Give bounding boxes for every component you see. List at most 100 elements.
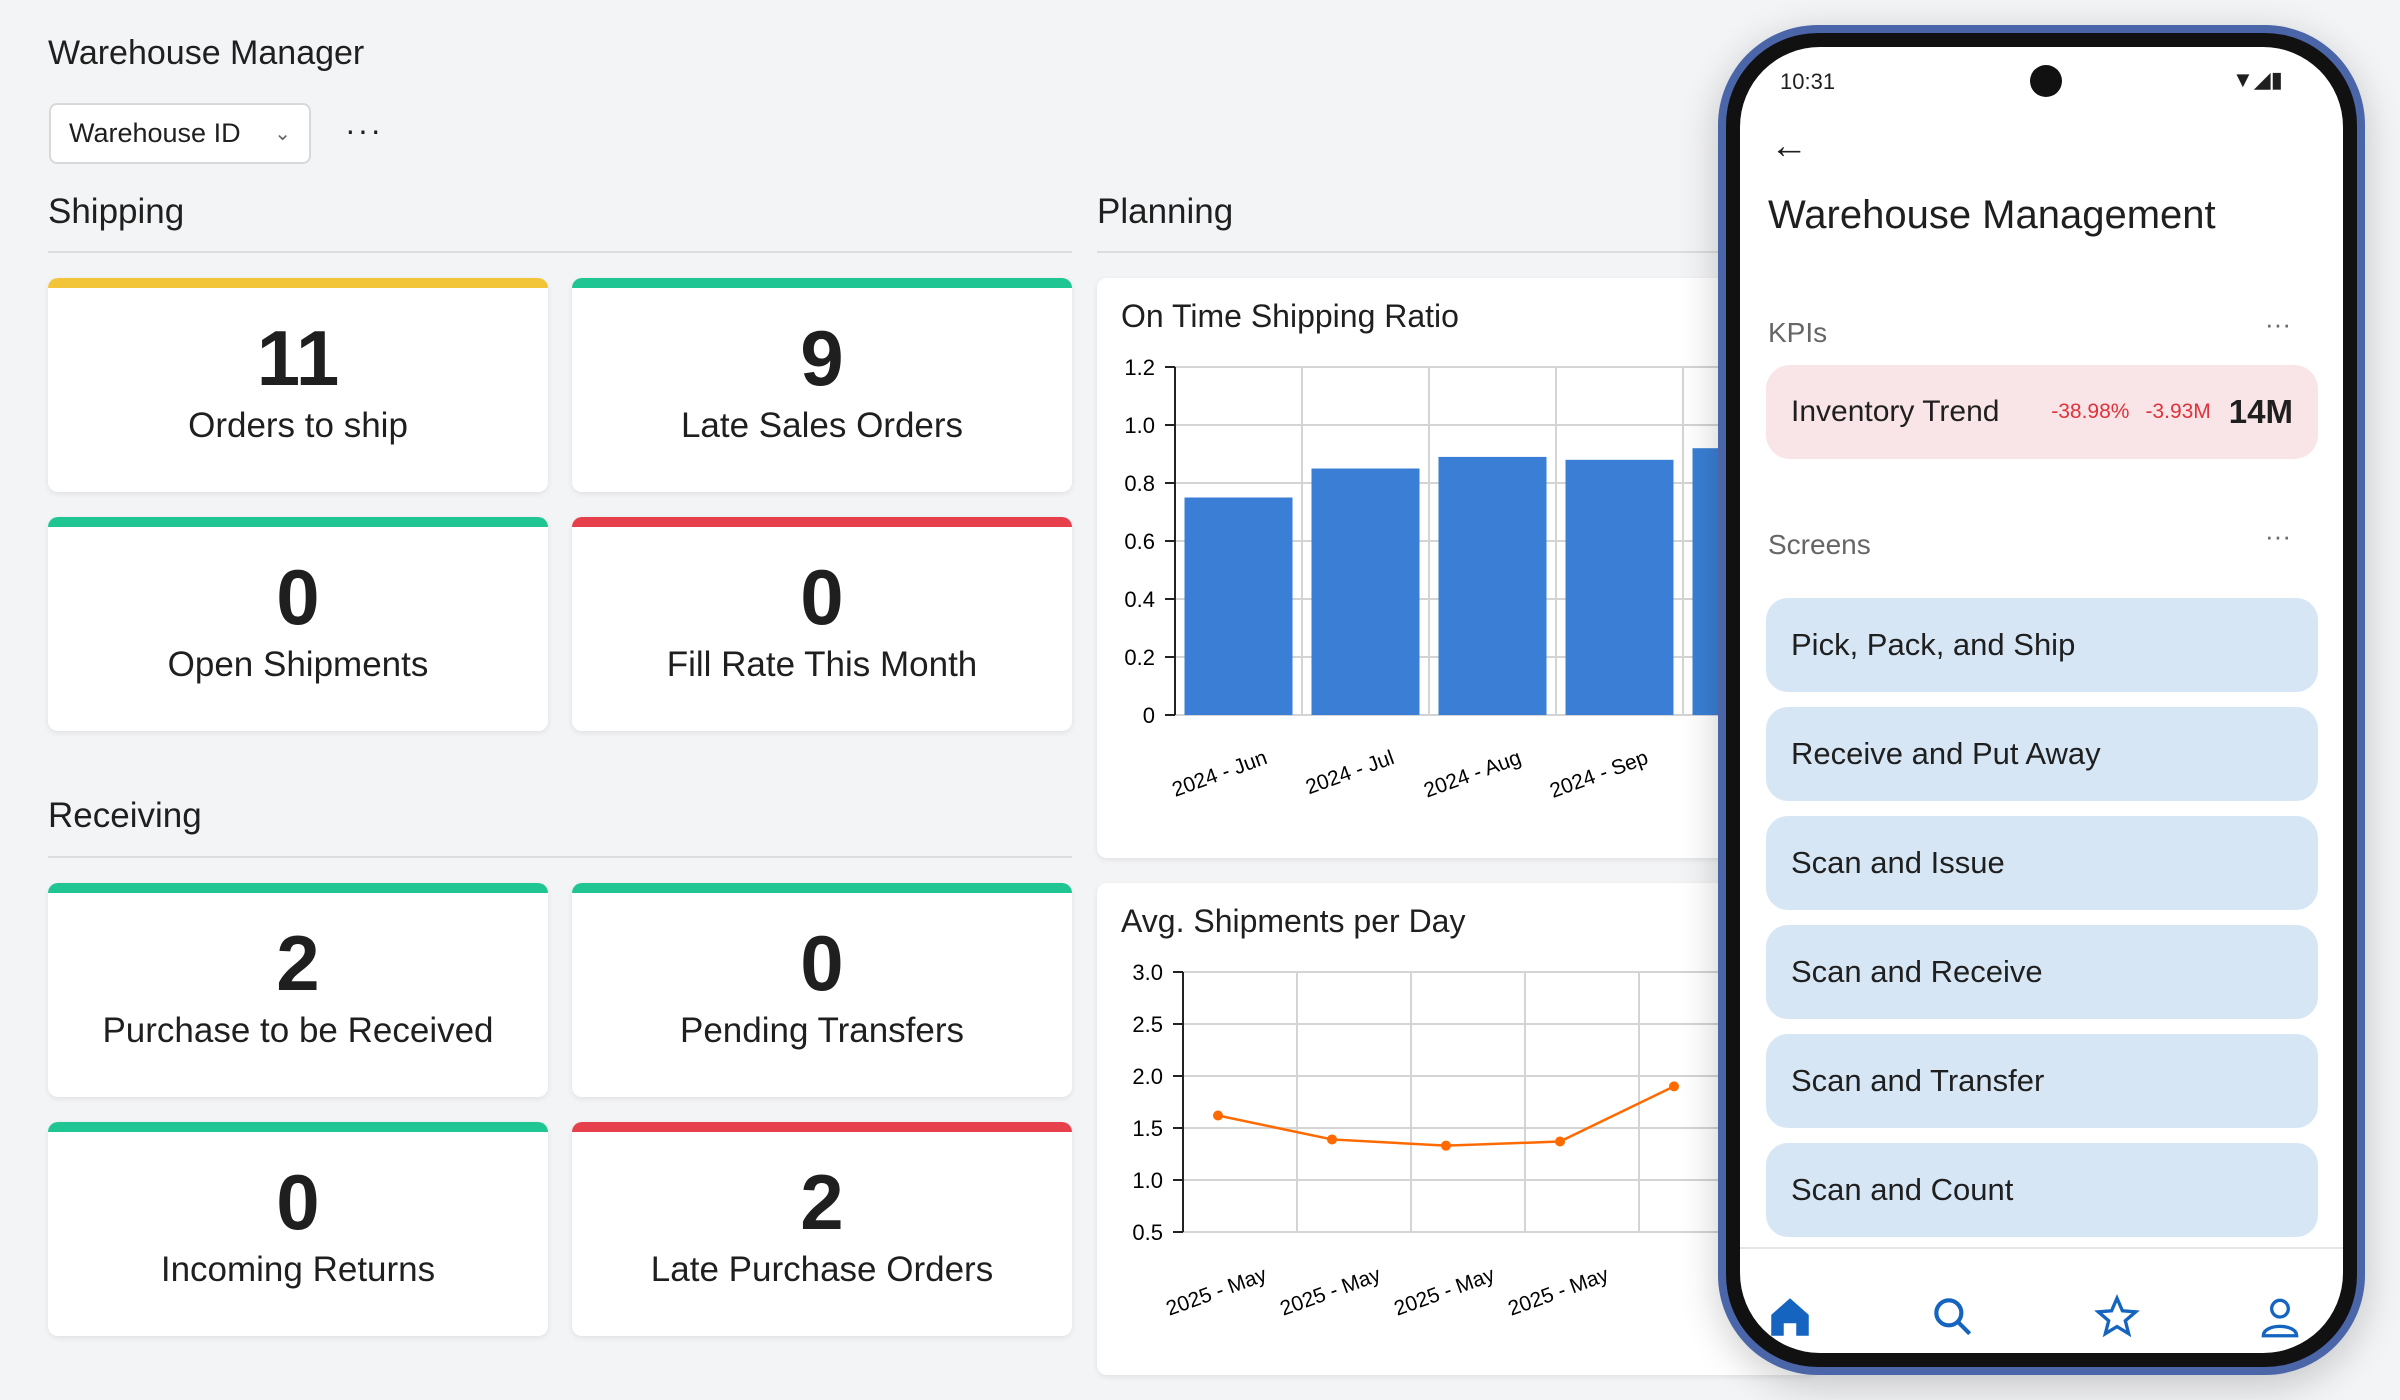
bar <box>1438 456 1547 715</box>
divider <box>1097 251 1797 253</box>
screen-item[interactable]: Pick, Pack, and Ship <box>1766 598 2318 692</box>
data-point <box>1213 1110 1223 1121</box>
kpi-value: 0 <box>276 553 320 641</box>
phone-mockup: 10:31 ▼◢▮ ← Warehouse Management KPIs ··… <box>1718 25 2365 1375</box>
y-tick-label: 1.0 <box>1124 413 1155 438</box>
kpi-value: 0 <box>800 553 844 641</box>
shipping-kpi-card[interactable]: 11 Orders to ship <box>48 278 548 492</box>
bar-chart: 0 0.2 0.4 0.6 0.8 1.0 1.2 2024 - Jun 2024 - Jul 2… <box>1124 355 1817 803</box>
status-icons: ▼◢▮ <box>2232 67 2283 92</box>
x-tick-label: 2025 - May <box>1277 1263 1384 1321</box>
x-tick-label: 2025 - May <box>1391 1263 1498 1321</box>
x-tick-label: 2024 - Aug <box>1421 746 1524 802</box>
status-bar <box>48 278 548 288</box>
screen-item[interactable]: Scan and Transfer <box>1766 1034 2318 1128</box>
data-point <box>1555 1136 1565 1147</box>
screen-item[interactable]: Receive and Put Away <box>1766 707 2318 801</box>
shipping-kpi-card[interactable]: 0 Fill Rate This Month <box>572 517 1072 731</box>
status-bar <box>48 517 548 527</box>
receiving-kpi-card[interactable]: 2 Purchase to be Received <box>48 883 548 1097</box>
kpi-value: 2 <box>800 1158 844 1246</box>
receiving-kpi-card[interactable]: 0 Incoming Returns <box>48 1122 548 1336</box>
screen-item[interactable]: Scan and Count <box>1766 1143 2318 1237</box>
kpi-label: Fill Rate This Month <box>666 645 978 684</box>
bar <box>1565 459 1674 715</box>
x-tick-label: 2025 - May <box>1163 1263 1270 1321</box>
y-tick-label: 0.4 <box>1124 587 1155 612</box>
x-tick-label: 2024 - Jun <box>1169 746 1270 802</box>
y-tick-label: 1.0 <box>1132 1168 1163 1193</box>
status-bar <box>572 278 1072 288</box>
kpi-label: Orders to ship <box>188 406 408 445</box>
profile-icon[interactable] <box>2255 1292 2305 1342</box>
screens-more-button[interactable]: ··· <box>2265 521 2291 551</box>
kpi-label: Open Shipments <box>167 645 429 684</box>
search-icon[interactable] <box>1928 1292 1978 1342</box>
data-point <box>1441 1140 1451 1151</box>
camera-icon <box>2030 65 2062 97</box>
kpi-value: 11 <box>256 314 340 402</box>
status-time: 10:31 <box>1780 69 1836 94</box>
shipping-kpi-card[interactable]: 9 Late Sales Orders <box>572 278 1072 492</box>
kpi-label: Pending Transfers <box>679 1011 965 1050</box>
home-icon[interactable] <box>1765 1292 1815 1342</box>
y-tick-label: 0.5 <box>1132 1220 1163 1245</box>
status-bar <box>572 517 1072 527</box>
divider <box>48 856 1072 858</box>
series-line <box>1217 1085 1675 1147</box>
status-bar <box>48 883 548 893</box>
phone-screen: 10:31 ▼◢▮ ← Warehouse Management KPIs ··… <box>1740 47 2343 1353</box>
divider <box>1740 1247 2343 1249</box>
dropdown-label: Warehouse ID <box>69 118 241 148</box>
y-tick-label: 3.0 <box>1132 960 1163 985</box>
warehouse-id-dropdown[interactable]: Warehouse ID ⌄ <box>49 103 311 164</box>
y-tick-label: 2.0 <box>1132 1064 1163 1089</box>
receiving-kpi-card[interactable]: 2 Late Purchase Orders <box>572 1122 1072 1336</box>
status-bar <box>572 1122 1072 1132</box>
kpi-value: 14M <box>2228 393 2293 430</box>
kpis-label: KPIs <box>1768 317 1828 348</box>
status-bar <box>572 883 1072 893</box>
y-tick-label: 1.2 <box>1124 355 1155 380</box>
planning-heading: Planning <box>1097 192 1234 231</box>
x-tick-label: 2025 - May <box>1505 1263 1612 1321</box>
kpi-label: Incoming Returns <box>160 1250 436 1289</box>
kpi-value: 2 <box>276 919 320 1007</box>
kpi-label: Purchase to be Received <box>102 1011 494 1050</box>
receiving-kpi-card[interactable]: 0 Pending Transfers <box>572 883 1072 1097</box>
x-tick-label: 2024 - Jul <box>1303 746 1398 799</box>
screen-item[interactable]: Scan and Receive <box>1766 925 2318 1019</box>
back-arrow-icon[interactable]: ← <box>1770 125 1808 167</box>
divider <box>48 251 1072 253</box>
receiving-heading: Receiving <box>48 796 202 835</box>
data-point <box>1327 1134 1337 1145</box>
y-tick-label: 2.5 <box>1132 1012 1163 1037</box>
chart-title: On Time Shipping Ratio <box>1121 298 1459 334</box>
bar <box>1311 468 1420 715</box>
kpi-delta: -3.93M <box>2145 400 2211 423</box>
avg-shipments-chart: Avg. Shipments per Day 0.5 1.0 1.5 2.0 2.5 3.… <box>1097 883 1817 1375</box>
shipping-kpi-card[interactable]: 0 Open Shipments <box>48 517 548 731</box>
chart-title: Avg. Shipments per Day <box>1121 903 1466 939</box>
screen-item[interactable]: Scan and Issue <box>1766 816 2318 910</box>
screens-label: Screens <box>1768 529 1871 560</box>
y-tick-label: 0.6 <box>1124 529 1155 554</box>
y-tick-label: 0.8 <box>1124 471 1155 496</box>
kpi-value: 0 <box>276 1158 320 1246</box>
kpi-percent: -38.98% <box>2051 400 2130 423</box>
kpis-more-button[interactable]: ··· <box>2265 309 2291 339</box>
on-time-shipping-chart: On Time Shipping Ratio 0 0.2 0.4 0.6 0.8 1.0 1… <box>1097 278 1817 858</box>
bar <box>1184 497 1293 715</box>
screen-title: Warehouse Management <box>1768 193 2216 237</box>
more-options-button[interactable]: ··· <box>345 112 383 148</box>
data-point <box>1669 1081 1679 1092</box>
y-tick-label: 0.2 <box>1124 645 1155 670</box>
kpi-value: 0 <box>800 919 844 1007</box>
y-tick-label: 0 <box>1143 703 1155 728</box>
x-tick-label: 2024 - Sep <box>1547 746 1651 803</box>
y-tick-label: 1.5 <box>1132 1116 1163 1141</box>
app-title: Warehouse Manager <box>48 34 365 72</box>
star-icon[interactable] <box>2092 1292 2142 1342</box>
inventory-trend-kpi[interactable]: Inventory Trend -38.98% -3.93M 14M <box>1766 365 2318 459</box>
